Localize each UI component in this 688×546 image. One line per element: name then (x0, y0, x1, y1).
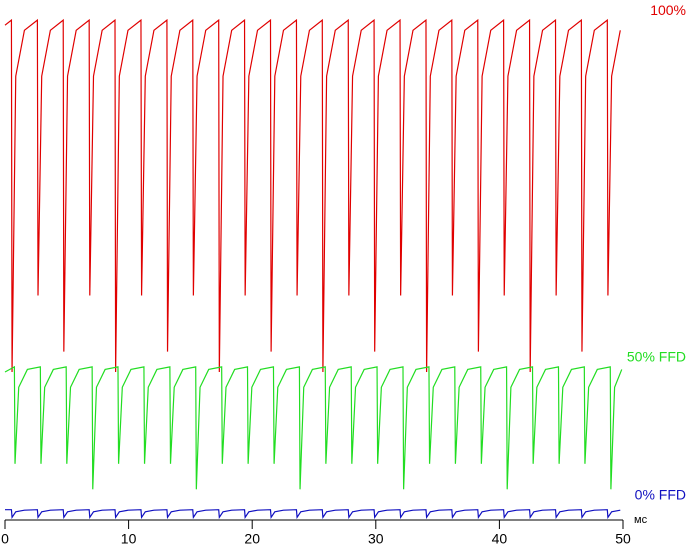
trace (5, 509, 621, 520)
trace-label: 0% FFD (635, 486, 686, 502)
trace (4, 365, 623, 490)
x-tick-label: 20 (244, 531, 260, 546)
trace-label: 100% (650, 2, 686, 18)
x-tick-label: 10 (121, 531, 137, 546)
x-tick-label: 40 (492, 531, 508, 546)
trace (4, 18, 621, 373)
x-axis-label: мс (634, 514, 648, 526)
trace-label: 50% FFD (627, 349, 686, 365)
x-tick-label: 0 (1, 531, 9, 546)
x-tick-label: 30 (368, 531, 384, 546)
x-tick-label: 50 (615, 531, 631, 546)
